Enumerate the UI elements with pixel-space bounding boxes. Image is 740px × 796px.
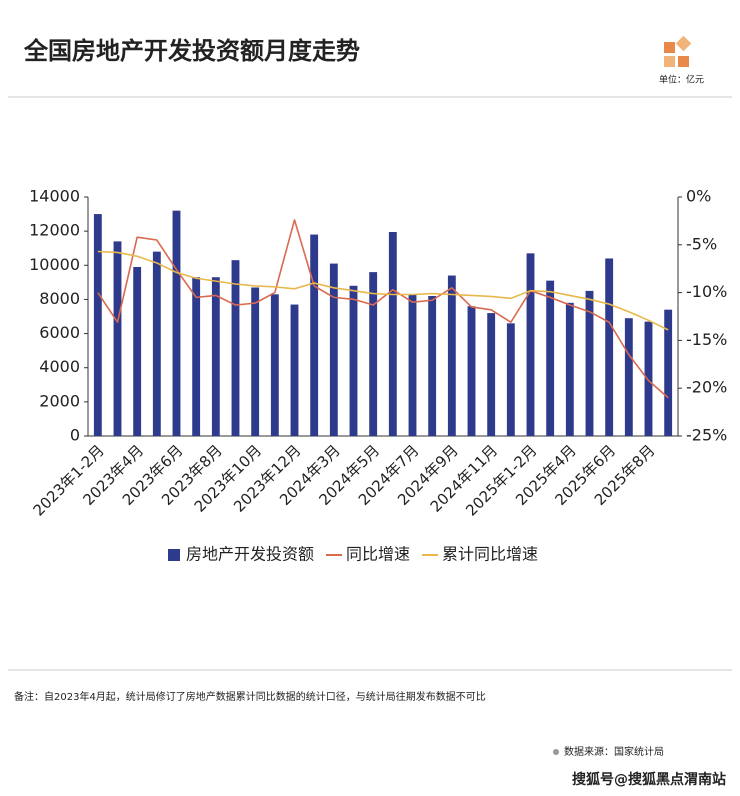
bar	[152, 251, 161, 436]
y2-tick-label: 0%	[686, 187, 711, 206]
bullet	[553, 749, 559, 755]
bar	[310, 234, 319, 436]
bar	[644, 321, 653, 436]
bar	[349, 285, 358, 436]
y-tick-label: 0	[70, 426, 80, 445]
bar	[585, 290, 594, 436]
unit: 单位：亿元	[659, 74, 704, 86]
line	[97, 219, 669, 399]
bar	[428, 296, 437, 436]
legend-label: 房地产开发投资额	[186, 545, 314, 564]
bar	[113, 241, 122, 436]
bar	[605, 258, 614, 436]
bar	[251, 287, 260, 436]
chart-title: 全国房地产开发投资额月度走势	[23, 37, 360, 65]
y2-tick-label: -25%	[686, 426, 727, 445]
bar	[290, 304, 299, 436]
y-tick-label: 14000	[29, 187, 80, 206]
y2-tick-label: -5%	[686, 234, 717, 253]
line	[97, 250, 669, 331]
bar	[546, 280, 555, 436]
bar	[93, 214, 102, 436]
y-tick-label: 4000	[39, 357, 80, 376]
bar	[172, 210, 181, 436]
source: 数据来源：国家统计局	[564, 745, 664, 758]
bar	[369, 272, 378, 436]
bar	[329, 263, 338, 436]
plot: 0 2000 4000 6000 8000 10000 12000 14000 -25% -20%…	[29, 187, 727, 564]
y2-tick-label: -15%	[686, 330, 727, 349]
legend-swatch	[168, 549, 180, 561]
bar	[565, 302, 574, 436]
bar	[211, 277, 220, 436]
bar	[192, 277, 201, 436]
bar	[506, 323, 515, 436]
bar	[487, 313, 496, 436]
bar	[408, 294, 417, 436]
y-tick-label: 2000	[39, 391, 80, 410]
legend-label: 累计同比增速	[442, 545, 538, 564]
bar	[231, 260, 240, 436]
y2-tick-label: -10%	[686, 282, 727, 301]
bar	[467, 306, 476, 436]
bar	[624, 318, 633, 436]
legend-label: 同比增速	[346, 545, 410, 564]
watermark: 搜狐号@搜狐黑点渭南站	[572, 771, 726, 788]
y-tick-label: 8000	[39, 289, 80, 308]
bar	[526, 253, 535, 436]
logo	[664, 35, 692, 67]
bar	[270, 294, 279, 436]
y2-tick-label: -20%	[686, 378, 727, 397]
bar	[664, 309, 673, 436]
bar	[447, 275, 456, 436]
note: 备注：自2023年4月起，统计局修订了房地产数据累计同比数据的统计口径，与统计局…	[14, 690, 486, 703]
bar	[133, 266, 142, 436]
y-tick-label: 10000	[29, 255, 80, 274]
bar	[388, 231, 397, 436]
y-tick-label: 6000	[39, 323, 80, 342]
y-tick-label: 12000	[29, 221, 80, 240]
